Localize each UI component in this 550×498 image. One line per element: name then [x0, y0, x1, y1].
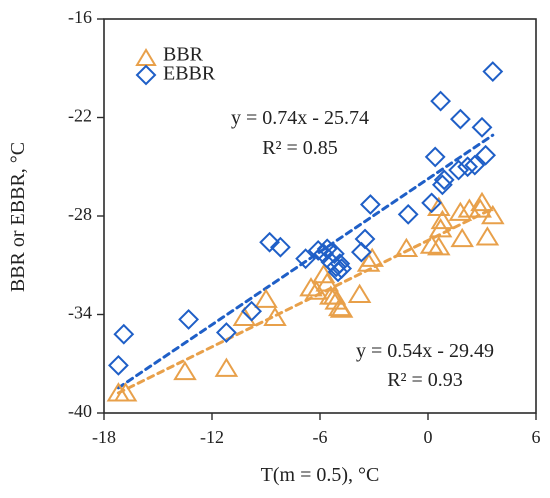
bbr-point [214, 357, 239, 377]
bbr-point [322, 285, 347, 305]
bbr-point [311, 263, 336, 284]
ebbr-point [259, 231, 281, 253]
x-tick-label: 0 [424, 427, 433, 447]
ebbr-point [269, 236, 291, 258]
ebbr-point [424, 146, 446, 168]
legend-item-ebbr: EBBR [135, 63, 216, 86]
ebbr-point [107, 354, 129, 376]
legend-marker-diamond [135, 64, 157, 86]
bbr-point [427, 196, 451, 216]
annotations: y = 0.74x - 25.74 R² = 0.85 y = 0.54x - … [231, 107, 494, 391]
bbr-point [430, 209, 455, 230]
ebbr-point [457, 156, 479, 178]
ebbr-point [430, 90, 452, 112]
ebbr-point [215, 322, 237, 343]
bbr-point [427, 236, 451, 256]
legend: BBR EBBR [135, 44, 216, 86]
bbr-point [468, 198, 492, 218]
ebbr-point [449, 108, 471, 130]
x-axis-title: T(m = 0.5), °C [261, 464, 380, 486]
ebbr-point [421, 192, 443, 214]
ebbr-point [113, 323, 135, 345]
x-tick-label: -6 [313, 427, 328, 447]
ebbr-point [475, 144, 497, 166]
ebbr-point [354, 228, 376, 250]
y-tick-label: -28 [68, 204, 92, 224]
ebbr-point [448, 159, 470, 181]
ebbr-point [331, 258, 353, 279]
bbr-point [360, 247, 384, 267]
legend-label-ebbr: EBBR [163, 63, 216, 85]
bbr-equation: y = 0.54x - 29.49 [356, 340, 494, 362]
bbr-point [475, 226, 500, 246]
ebbr-point [241, 300, 263, 322]
ebbr-point [397, 203, 419, 225]
x-tick-label: -18 [92, 427, 116, 447]
ebbr-point [471, 116, 493, 138]
ebbr-point [350, 241, 372, 263]
bbr-point [299, 277, 323, 297]
bbr-point [448, 201, 473, 221]
ebbr-point [178, 309, 200, 330]
y-tick-label: -16 [68, 7, 92, 27]
point-layer [106, 61, 505, 402]
bbr-point [173, 360, 197, 381]
y-tick-label: -34 [68, 303, 92, 323]
trendline-ebbr [116, 133, 495, 390]
ebbr-point [433, 169, 455, 191]
bbr-point [113, 382, 138, 402]
ebbr-equation: y = 0.74x - 25.74 [231, 107, 369, 129]
bbr-point [329, 298, 354, 318]
ebbr-point [295, 248, 317, 270]
x-tick-label: 6 [532, 427, 541, 447]
bbr-point [450, 227, 474, 248]
bbr-point [470, 191, 494, 212]
y-tick-label: -22 [68, 106, 92, 126]
ebbr-point [464, 154, 486, 176]
bbr-point [394, 237, 419, 258]
ebbr-point [323, 243, 345, 265]
ebbr-point [482, 61, 504, 82]
ebbr-point [359, 194, 381, 215]
y-tick-label: -40 [68, 401, 92, 421]
bbr-r-squared: R² = 0.93 [387, 369, 463, 391]
bbr-point [315, 272, 339, 292]
ebbr-point [329, 253, 351, 275]
axis-layer: -18 -12 -6 0 6 -40 -34 -28 -22 -16 [68, 7, 541, 447]
ebbr-r-squared: R² = 0.85 [262, 137, 338, 159]
ebbr-point [307, 240, 329, 261]
bbr-point [254, 288, 278, 308]
y-axis-title: BBR or EBBR, °C [7, 142, 29, 292]
x-tick-label: -12 [200, 427, 224, 447]
bbr-point [481, 204, 505, 225]
bbr-point [419, 234, 444, 254]
bbr-point [263, 306, 287, 326]
bbr-point [347, 283, 372, 303]
legend-label-bbr: BBR [163, 44, 204, 66]
